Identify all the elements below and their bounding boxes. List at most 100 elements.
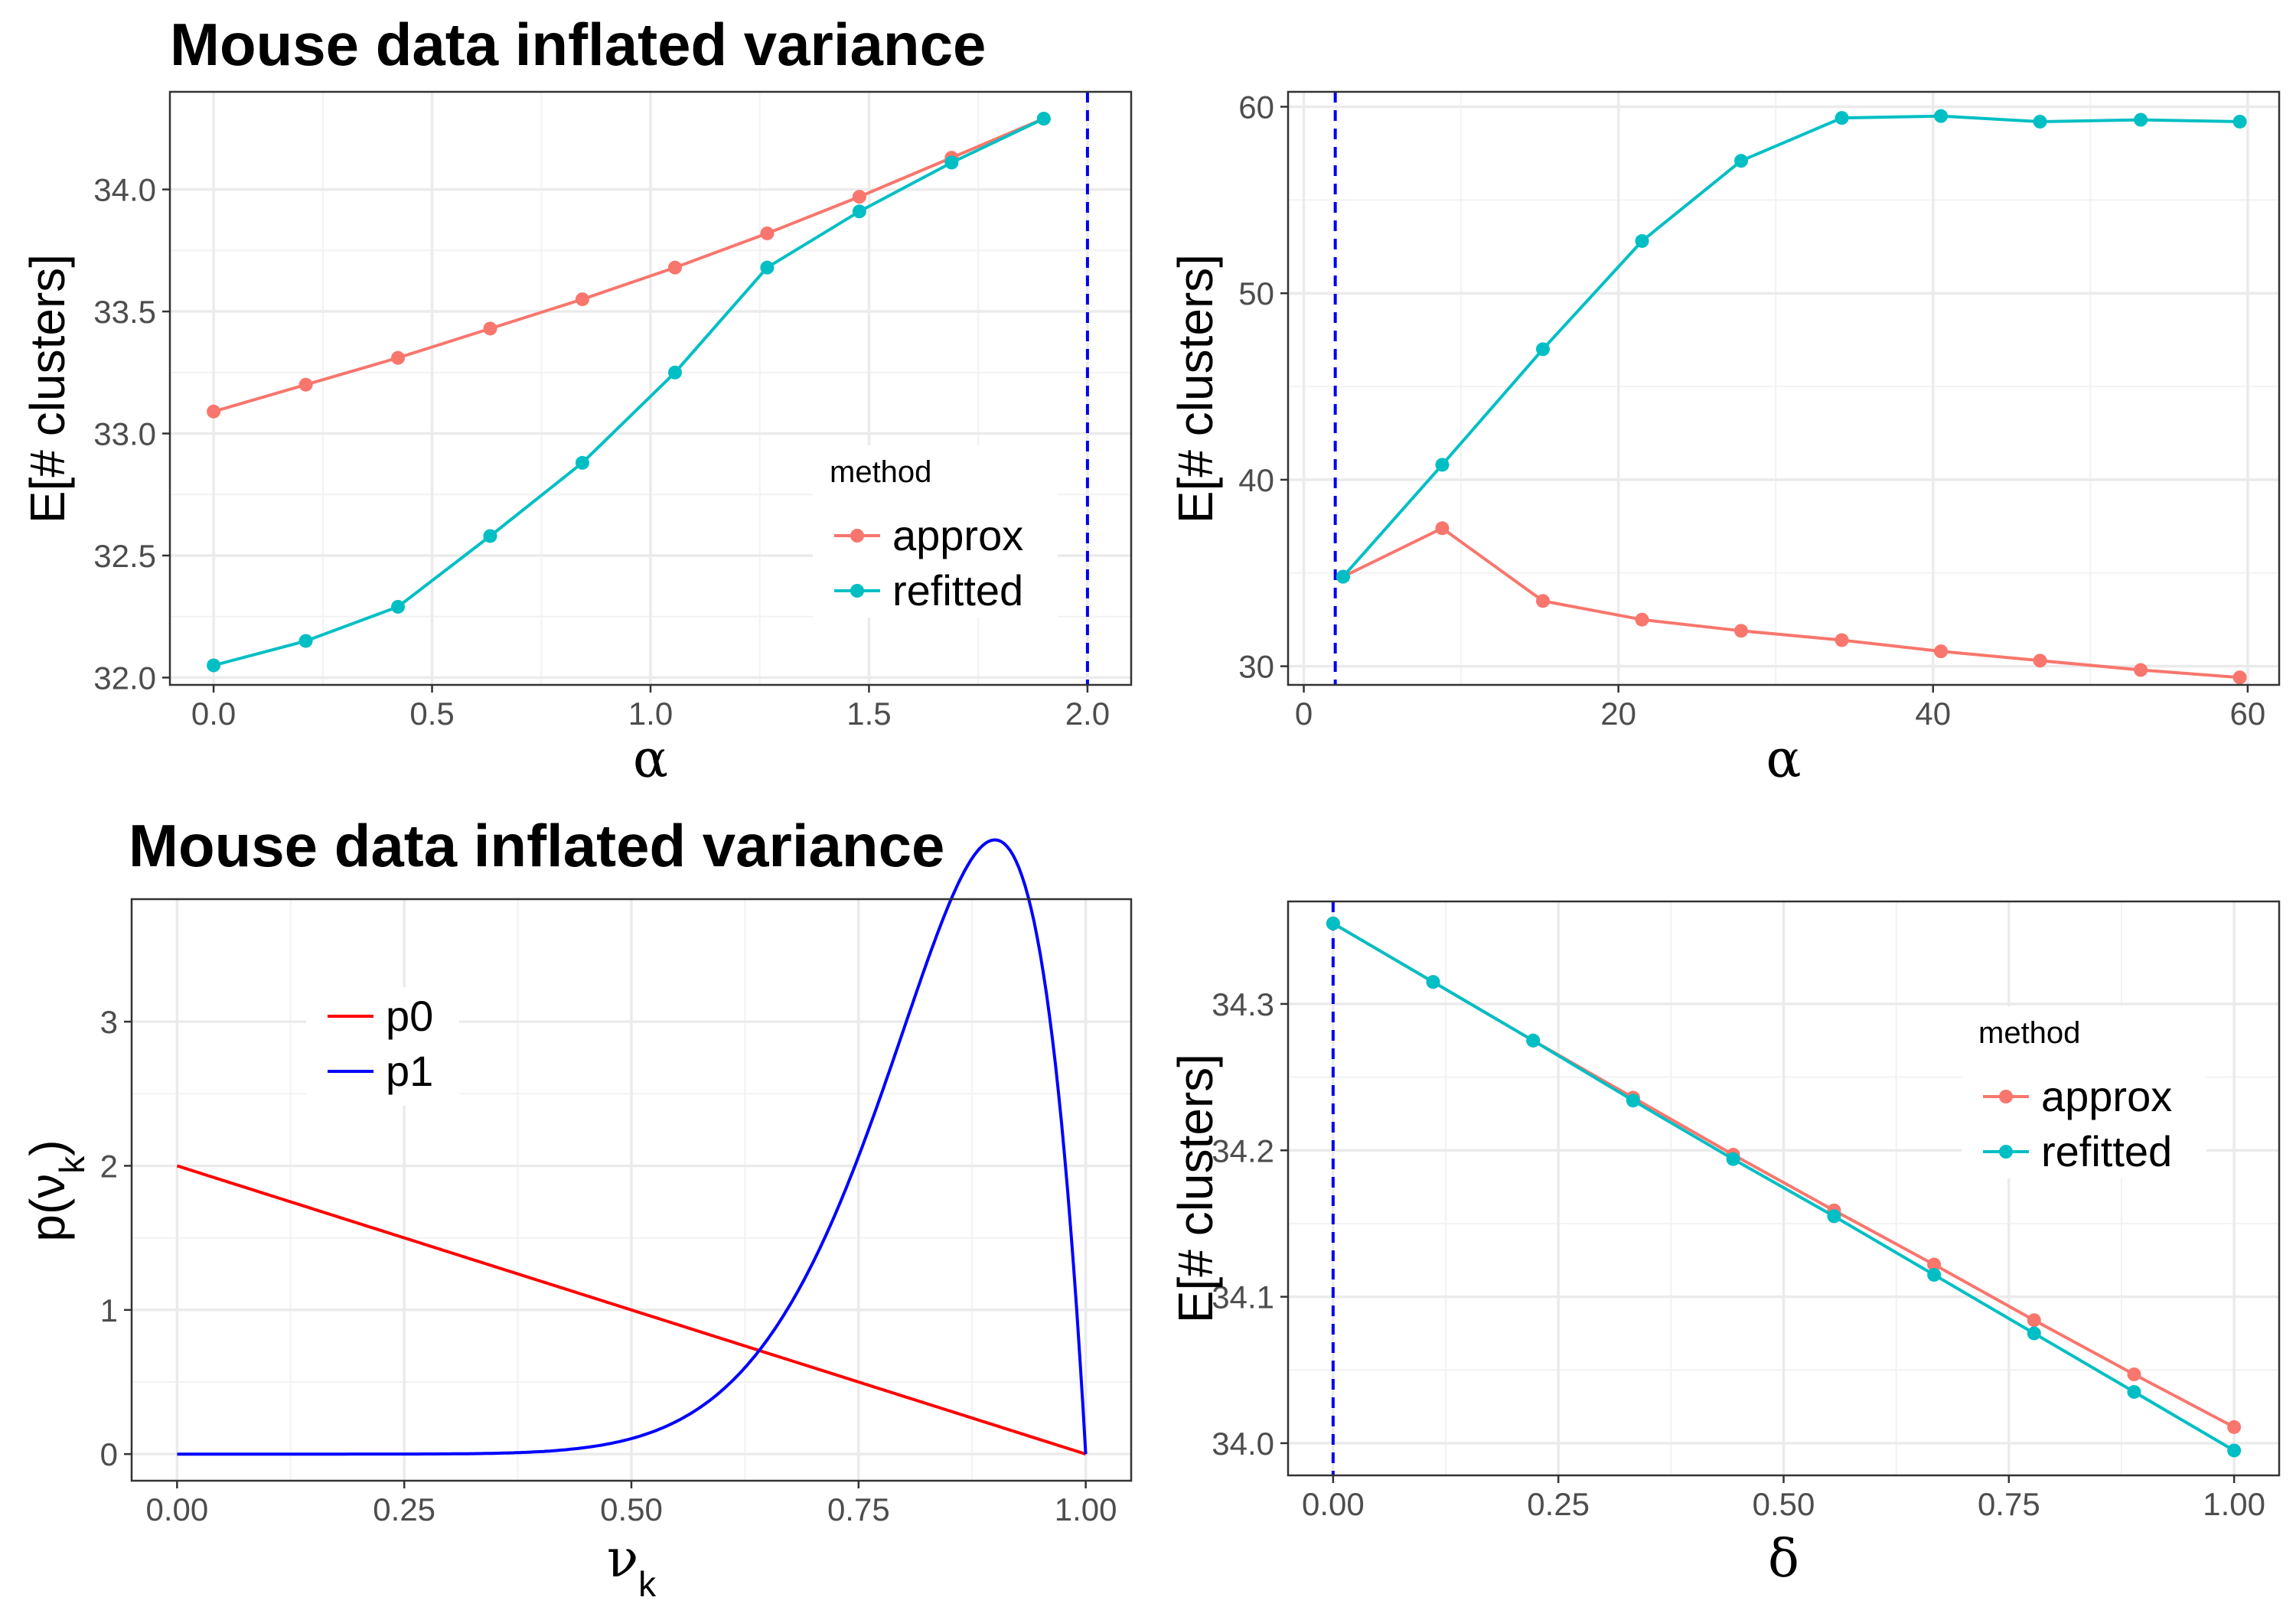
y-axis-label: E[# clusters] <box>1168 254 1223 523</box>
y-tick-label: 34.2 <box>1212 1133 1274 1169</box>
data-point-approx <box>1927 1257 1942 1272</box>
data-point-refitted <box>483 529 497 543</box>
y-axis-label: E[# clusters] <box>20 254 75 523</box>
x-tick-label: 0.50 <box>600 1491 663 1527</box>
x-tick-label: 1.00 <box>2203 1486 2265 1522</box>
x-tick-label: 1.0 <box>628 696 673 732</box>
y-tick-label: 50 <box>1238 275 1274 311</box>
data-point-refitted <box>1635 233 1649 248</box>
x-tick-label: 1.5 <box>846 696 891 732</box>
legend: method approx refitted <box>1962 1006 2206 1178</box>
legend-label-approx: approx <box>2041 1072 2172 1120</box>
data-point-approx <box>207 404 221 419</box>
data-point-approx <box>1734 624 1748 638</box>
y-tick-label: 60 <box>1238 89 1274 125</box>
legend-title: method <box>830 455 931 489</box>
legend-label-refitted: refitted <box>892 566 1023 614</box>
data-point-refitted <box>1326 916 1340 931</box>
series-line-approx <box>213 117 1045 413</box>
legend-label-p0: p0 <box>386 992 433 1040</box>
data-point-refitted <box>2227 1443 2242 1458</box>
chart-panel-2: 0 20 40 60 30 40 50 60 E[# clusters] α <box>1168 89 2281 790</box>
y-tick-label: 34.0 <box>93 172 156 208</box>
x-tick-label: 20 <box>1600 696 1636 732</box>
x-tick-label: 0.5 <box>409 696 454 732</box>
data-point-approx <box>575 292 589 307</box>
data-point-refitted <box>2027 1326 2041 1341</box>
y-tick-label: 34.0 <box>1212 1426 1274 1462</box>
chart-title: Mouse data inflated variance <box>170 11 986 78</box>
data-point-refitted <box>1435 458 1450 472</box>
series-line-p1 <box>177 838 1088 1456</box>
data-point-refitted <box>1336 569 1350 584</box>
chart-panel-4: 0.00 0.25 0.50 0.75 1.00 34.0 34.1 34.2 34.3 E[# … <box>1168 900 2281 1589</box>
data-point-refitted <box>1526 1033 1541 1048</box>
data-point-approx <box>1435 521 1450 536</box>
x-tick-label: 0.50 <box>1753 1486 1815 1522</box>
data-point-refitted <box>760 260 775 275</box>
data-point-refitted <box>2033 114 2047 129</box>
legend-key-point <box>850 584 864 598</box>
data-point-approx <box>2127 1367 2141 1381</box>
legend-label-refitted: refitted <box>2041 1127 2172 1175</box>
data-point-approx <box>1536 594 1550 608</box>
x-tick-label: 0.75 <box>1978 1486 2040 1522</box>
panel-border <box>1287 90 2281 686</box>
data-point-approx <box>760 226 775 240</box>
data-point-refitted <box>1536 342 1550 357</box>
data-point-refitted <box>2134 112 2148 127</box>
series-line-refitted <box>1342 114 2240 578</box>
y-tick-label: 2 <box>100 1148 118 1184</box>
data-point-refitted <box>667 365 682 380</box>
legend-key-point <box>1999 1090 2013 1103</box>
data-point-refitted <box>575 455 589 470</box>
legend: method approx refitted <box>813 445 1058 618</box>
data-point-approx <box>391 350 406 365</box>
y-tick-label: 40 <box>1238 462 1274 498</box>
legend-label-approx: approx <box>892 511 1023 559</box>
x-axis-label: νk <box>607 1529 657 1604</box>
data-point-approx <box>852 190 866 204</box>
y-tick-label: 33.5 <box>93 294 156 330</box>
data-point-refitted <box>1734 154 1748 168</box>
x-tick-label: 0.75 <box>827 1491 890 1527</box>
x-tick-label: 0.25 <box>1527 1486 1590 1522</box>
y-tick-label: 3 <box>100 1004 118 1040</box>
data-point-approx <box>2232 670 2247 685</box>
data-point-refitted <box>391 599 406 614</box>
data-point-approx <box>1835 633 1849 647</box>
x-tick-label: 2.0 <box>1065 696 1110 732</box>
legend-background <box>306 987 459 1106</box>
y-tick-label: 34.3 <box>1212 986 1274 1022</box>
legend-title: method <box>1978 1016 2080 1050</box>
y-axis-label: E[# clusters] <box>1168 1054 1223 1323</box>
data-point-approx <box>1635 612 1649 627</box>
x-axis-label: α <box>1766 729 1802 790</box>
data-point-refitted <box>852 204 866 219</box>
data-point-refitted <box>1426 975 1440 989</box>
data-point-refitted <box>1036 112 1051 126</box>
data-point-approx <box>483 321 497 336</box>
x-axis-label: δ <box>1768 1529 1799 1589</box>
data-point-refitted <box>1827 1209 1841 1224</box>
x-axis-label: α <box>633 729 668 790</box>
data-point-approx <box>2134 663 2148 677</box>
x-tick-label: 0.00 <box>145 1491 208 1527</box>
series-line-approx <box>1342 526 2240 680</box>
x-tick-label: 0.0 <box>191 696 236 732</box>
x-tick-label: 60 <box>2230 696 2266 732</box>
y-tick-label: 32.5 <box>93 538 156 574</box>
chart-title: Mouse data inflated variance <box>129 812 944 879</box>
data-point-approx <box>2033 654 2047 668</box>
data-point-refitted <box>2232 114 2247 129</box>
data-point-refitted <box>1835 111 1849 125</box>
x-tick-label: 0.00 <box>1302 1486 1365 1522</box>
data-point-refitted <box>1927 1267 1942 1282</box>
data-point-approx <box>667 260 682 275</box>
data-point-refitted <box>944 155 959 170</box>
y-tick-label: 32.0 <box>93 660 156 696</box>
y-tick-label: 0 <box>100 1436 118 1472</box>
y-tick-label: 34.1 <box>1212 1279 1274 1315</box>
